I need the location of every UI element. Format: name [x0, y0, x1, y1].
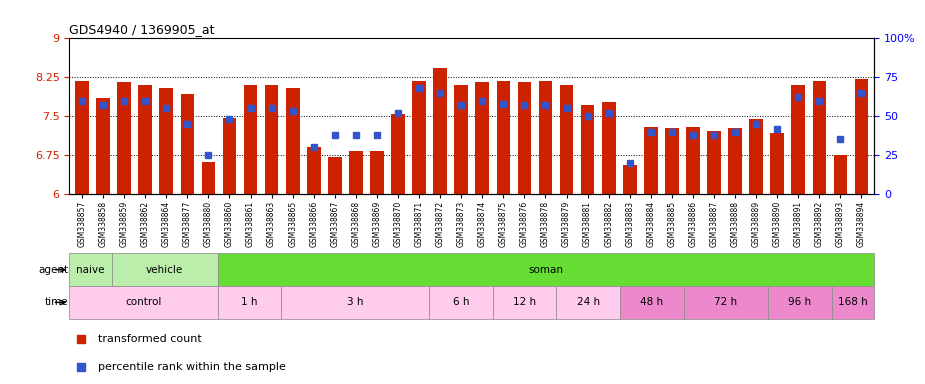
Bar — [202, 162, 216, 194]
Text: 3 h: 3 h — [347, 297, 364, 308]
Bar — [391, 114, 405, 194]
Bar — [538, 81, 552, 194]
Bar — [771, 133, 784, 194]
Text: soman: soman — [528, 265, 563, 275]
Bar — [307, 147, 321, 194]
Bar — [370, 151, 384, 194]
Bar — [112, 253, 217, 286]
Bar — [75, 81, 89, 194]
Bar — [493, 286, 557, 319]
Text: percentile rank within the sample: percentile rank within the sample — [97, 362, 286, 372]
Text: agent: agent — [38, 265, 68, 275]
Text: time: time — [44, 297, 68, 308]
Bar — [413, 81, 426, 194]
Bar — [139, 85, 152, 194]
Bar — [833, 155, 847, 194]
Bar — [69, 253, 112, 286]
Bar — [644, 127, 658, 194]
Text: 24 h: 24 h — [576, 297, 599, 308]
Text: 96 h: 96 h — [788, 297, 811, 308]
Bar — [349, 151, 363, 194]
Bar — [217, 286, 281, 319]
Bar — [557, 286, 620, 319]
Bar — [286, 88, 300, 194]
Bar — [855, 79, 869, 194]
Bar — [749, 119, 763, 194]
Bar — [560, 85, 574, 194]
Bar — [328, 157, 341, 194]
Bar — [243, 85, 257, 194]
Text: 12 h: 12 h — [513, 297, 536, 308]
Text: 168 h: 168 h — [838, 297, 868, 308]
Bar — [620, 286, 684, 319]
Bar — [728, 127, 742, 194]
Bar — [602, 102, 615, 194]
Bar — [623, 166, 636, 194]
Bar — [217, 253, 874, 286]
Bar — [117, 83, 131, 194]
Bar — [708, 131, 721, 194]
Bar — [429, 286, 493, 319]
Bar — [159, 88, 173, 194]
Bar — [792, 85, 805, 194]
Bar — [265, 85, 278, 194]
Text: 72 h: 72 h — [714, 297, 737, 308]
Bar — [665, 127, 679, 194]
Text: 6 h: 6 h — [453, 297, 469, 308]
Text: control: control — [125, 297, 162, 308]
Text: naive: naive — [76, 265, 105, 275]
Bar — [180, 94, 194, 194]
Bar — [686, 127, 700, 194]
Bar — [684, 286, 769, 319]
Bar — [475, 83, 489, 194]
Bar — [812, 81, 826, 194]
Bar — [69, 286, 217, 319]
Bar — [581, 105, 595, 194]
Bar — [454, 85, 468, 194]
Bar — [518, 83, 531, 194]
Bar — [223, 118, 236, 194]
Text: GDS4940 / 1369905_at: GDS4940 / 1369905_at — [69, 23, 215, 36]
Bar — [769, 286, 832, 319]
Bar — [96, 98, 110, 194]
Text: transformed count: transformed count — [97, 334, 202, 344]
Text: 1 h: 1 h — [241, 297, 258, 308]
Bar — [497, 81, 511, 194]
Bar — [832, 286, 874, 319]
Text: 48 h: 48 h — [640, 297, 663, 308]
Bar — [281, 286, 429, 319]
Text: vehicle: vehicle — [146, 265, 183, 275]
Bar — [433, 68, 447, 194]
